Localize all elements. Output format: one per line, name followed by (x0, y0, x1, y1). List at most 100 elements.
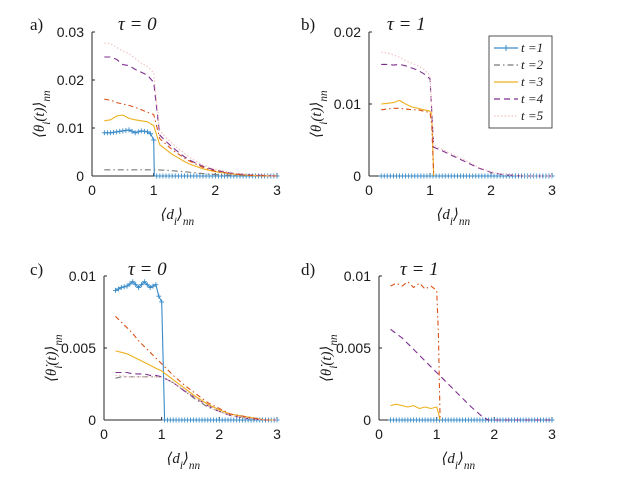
legend-label: t =1 (521, 40, 543, 55)
legend-label: t =2 (521, 57, 544, 72)
legend-marker (503, 45, 509, 51)
data-point-marker (147, 285, 153, 291)
y-tick-label: 0.01 (344, 268, 371, 284)
panel-d: 0 1 2 3 0 0.005 0.01 d) τ = 1 ⟨di⟩nn ⟨θ̇i(t)⟩nn (301, 259, 556, 472)
x-tick-label: 3 (273, 426, 281, 442)
x-axis-label: ⟨di⟩nn (437, 207, 471, 228)
data-point-marker (138, 128, 144, 134)
y-tick-label: 0 (76, 168, 84, 184)
data-point-marker (133, 282, 139, 288)
series-line-t1 (115, 281, 277, 421)
data-point-marker (153, 282, 159, 288)
data-point-marker (117, 128, 123, 134)
data-point-marker (132, 130, 138, 136)
x-tick-label: 2 (215, 426, 223, 442)
x-tick-label: 2 (211, 182, 219, 198)
y-axis-label: ⟨θ̇i(t)⟩nn (44, 334, 65, 382)
x-tick-label: 2 (487, 182, 495, 198)
x-axis-label: ⟨di⟩nn (167, 451, 201, 472)
y-tick-label: 0.01 (69, 268, 96, 284)
series-line-t1 (104, 129, 277, 177)
data-point-marker (115, 286, 121, 292)
data-point-marker (141, 128, 147, 134)
data-point-marker (118, 285, 124, 291)
panel-a: 0 1 2 3 0 0.01 0.02 0.03 a) τ = 0 ⟨di⟩nn ⟨θi(t)⟩nn (30, 14, 281, 228)
series-line-t4 (381, 63, 552, 177)
legend-label: t =3 (521, 74, 544, 89)
data-point-marker (130, 279, 136, 285)
legend-label: t =4 (521, 91, 544, 106)
data-point-marker (156, 293, 162, 299)
series-line-t2 (104, 169, 278, 177)
x-tick-label: 3 (548, 182, 556, 198)
panel-label: c) (30, 260, 43, 279)
series-line-t4 (104, 56, 278, 177)
series-line-extra (115, 315, 277, 421)
data-point-marker (123, 127, 129, 133)
y-tick-label: 0.02 (57, 72, 84, 88)
panel-title: τ = 1 (400, 259, 439, 280)
x-tick-label: 2 (490, 426, 498, 442)
data-point-marker (111, 129, 117, 135)
panel-label: d) (301, 260, 315, 279)
series-line-t3 (381, 99, 435, 177)
data-point-marker (126, 127, 132, 133)
data-point-marker (108, 130, 113, 136)
legend: t =1 t =2 t =3 t =4 t =5 (488, 35, 553, 129)
data-point-marker (141, 279, 147, 285)
x-tick-label: 3 (548, 426, 556, 442)
data-point-marker (124, 283, 130, 289)
x-tick-label: 1 (150, 182, 158, 198)
data-point-marker (114, 129, 120, 135)
y-tick-label: 0.005 (336, 340, 371, 356)
data-point-marker (129, 128, 135, 134)
data-point-marker (151, 137, 157, 143)
panel-title: τ = 0 (128, 259, 167, 280)
panel-title: τ = 0 (118, 14, 157, 35)
data-point-marker (138, 282, 144, 288)
legend-label: t =5 (521, 108, 544, 123)
data-point-marker (159, 299, 165, 305)
series-line-t4 (115, 371, 277, 421)
data-point-marker (113, 287, 119, 293)
x-tick-label: 1 (433, 426, 441, 442)
x-tick-label: 0 (365, 182, 373, 198)
data-point-marker (150, 283, 156, 289)
data-point-marker (148, 131, 154, 137)
panel-title: τ = 1 (387, 14, 426, 35)
y-axis-label: ⟨θi(t)⟩nn (32, 90, 53, 138)
x-tick-label: 0 (100, 426, 108, 442)
series-line-extra (390, 281, 441, 421)
data-point-marker (121, 284, 127, 290)
series-line-t2 (115, 376, 277, 421)
x-tick-label: 1 (158, 426, 166, 442)
data-point-marker (120, 128, 126, 134)
y-tick-label: 0 (353, 168, 361, 184)
panel-b: 0 1 2 3 0 0.01 0.02 b) τ = 1 ⟨di⟩nn ⟨θi(t)⟩nn (301, 14, 556, 228)
data-point-marker (135, 129, 141, 135)
data-point-marker (127, 281, 133, 287)
panel-label: b) (301, 15, 315, 34)
y-tick-label: 0 (88, 412, 96, 428)
panel-c: 0 1 2 3 0 0.005 0.01 c) τ = 0 ⟨di⟩nn ⟨θ̇i(t)⟩nn (30, 259, 281, 472)
x-tick-label: 0 (375, 426, 383, 442)
y-axis-label: ⟨θi(t)⟩nn (309, 90, 330, 138)
data-point-marker (145, 129, 150, 135)
series-line-t5 (115, 374, 277, 421)
x-axis-label: ⟨di⟩nn (161, 207, 195, 228)
y-tick-label: 0.03 (57, 24, 84, 40)
data-point-marker (144, 282, 150, 288)
y-tick-label: 0.02 (334, 24, 361, 40)
x-axis-label: ⟨di⟩nn (442, 451, 476, 472)
y-tick-label: 0 (363, 412, 371, 428)
x-tick-label: 3 (273, 182, 281, 198)
data-point-marker (136, 285, 142, 291)
series-line-t3 (390, 403, 441, 421)
y-tick-label: 0.005 (61, 340, 96, 356)
series-line-extra (381, 107, 435, 177)
series-line-extra (104, 98, 278, 177)
series-line-t5 (381, 51, 552, 177)
x-tick-label: 1 (426, 182, 434, 198)
series-line-t3 (115, 350, 277, 421)
